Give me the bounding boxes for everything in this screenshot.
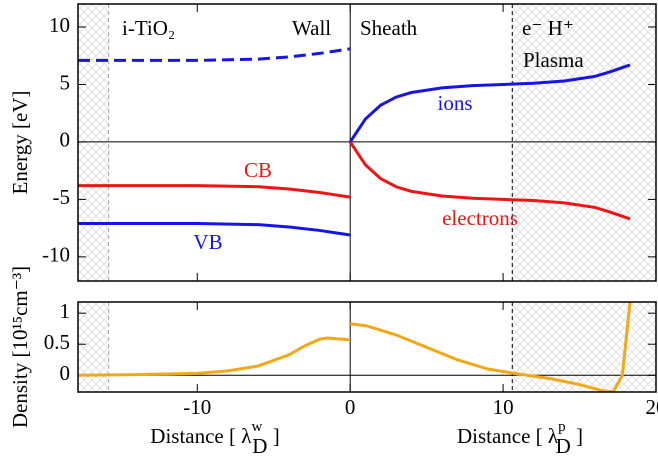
plasma-region <box>512 4 656 281</box>
x-label-text: Distance [ λ <box>457 424 559 448</box>
y-tick-label: 0.5 <box>44 330 70 354</box>
x-tick-label: 10 <box>493 395 514 419</box>
annotation: Wall <box>292 16 331 40</box>
series-line <box>78 49 350 60</box>
x-tick-label: 20 <box>646 395 658 419</box>
y-axis-label: Energy [eV] <box>8 91 32 195</box>
y-tick-label: 0 <box>60 361 71 385</box>
y-axis-label: Density [10¹⁵cm⁻³] <box>8 266 32 428</box>
series-line <box>78 338 350 375</box>
series-label: electrons <box>442 206 518 230</box>
annotation: i-TiO₂ <box>122 16 175 40</box>
series-label: CB <box>244 158 272 182</box>
annotation: Plasma <box>523 48 584 72</box>
x-label-end: ] <box>571 424 583 448</box>
annotation: e⁻ H⁺ <box>522 16 574 40</box>
y-tick-label: 0 <box>60 128 71 152</box>
annotation: Sheath <box>360 16 418 40</box>
series-label: ions <box>437 91 472 115</box>
y-tick-label: 10 <box>49 13 70 37</box>
wall-region <box>78 302 109 392</box>
y-tick-label: -10 <box>42 243 70 267</box>
x-tick-label: 0 <box>345 395 356 419</box>
wall-region <box>78 4 109 281</box>
x-label-end: ] <box>267 424 279 448</box>
x-label-sub: D <box>252 434 267 458</box>
x-tick-label: -10 <box>183 395 211 419</box>
x-label-sub: D <box>556 434 571 458</box>
series-line <box>78 186 350 197</box>
plasma-region <box>512 302 656 392</box>
y-tick-label: 1 <box>60 299 71 323</box>
y-tick-label: -5 <box>53 185 71 209</box>
x-label-text: Distance [ λ <box>150 424 252 448</box>
y-tick-label: 5 <box>60 70 71 94</box>
series-label: VB <box>193 230 222 254</box>
